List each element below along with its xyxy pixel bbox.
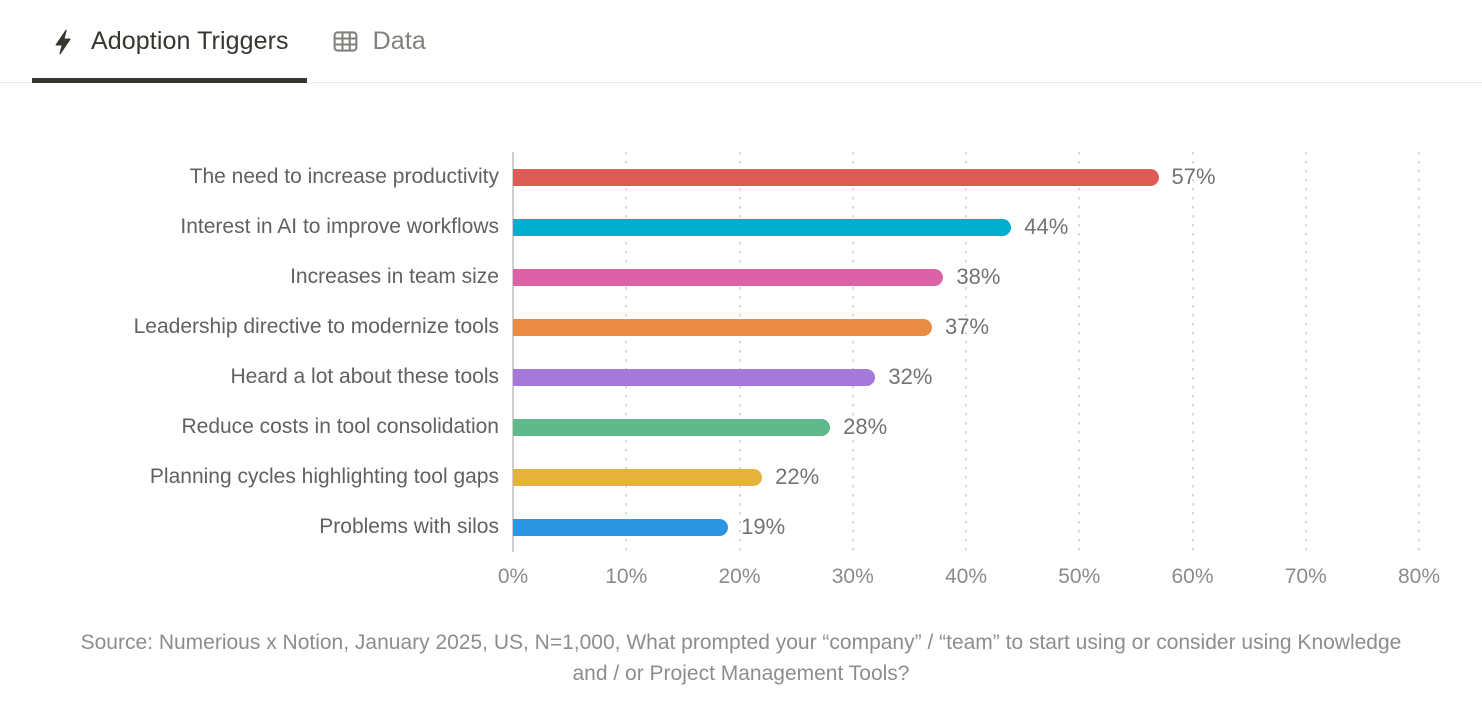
tab-data[interactable]: Data [313,0,444,83]
gridline [1078,152,1081,552]
bar-row: 32% [513,352,1419,402]
bar-row: 57% [513,152,1419,202]
value-label: 37% [945,314,990,339]
x-tick-label: 10% [605,565,648,588]
plot-area: 57% 44% 38% 37% 32% 28% 22% 19% [512,152,1420,552]
x-tick-label: 20% [718,565,761,588]
value-label: 32% [888,364,933,389]
x-axis: 0% 10% 20% 30% 40% 50% 60% 70% 80% [498,565,1440,591]
bar [513,418,831,436]
bar-row: 19% [513,502,1419,552]
value-label: 19% [741,514,786,539]
category-label: Heard a lot about these tools [230,365,499,388]
category-axis: The need to increase productivity Interes… [0,152,499,552]
bar [513,218,1012,236]
gridline [1191,152,1194,552]
bar [513,268,944,286]
category-label: Leadership directive to modernize tools [133,315,499,338]
gridline [1304,152,1307,552]
category-label: Reduce costs in tool consolidation [181,415,499,438]
source-note: Source: Numerious x Notion, January 2025… [80,631,1402,685]
bar [513,168,1159,186]
x-tick-label: 50% [1058,565,1101,588]
x-tick-label: 60% [1171,565,1214,588]
tab-label-adoption-triggers: Adoption Triggers [91,27,289,55]
y-axis-line [512,152,514,552]
bar [513,318,933,336]
x-tick-label: 80% [1397,565,1441,588]
x-tick-label: 30% [831,565,874,588]
x-tick-label: 0% [497,565,529,588]
bar [513,368,876,386]
value-label: 57% [1171,164,1216,189]
bar [513,468,763,486]
bar [513,518,729,536]
value-label: 38% [956,264,1001,289]
lightning-bolt-icon [50,28,78,56]
value-label: 44% [1024,214,1069,239]
tab-adoption-triggers[interactable]: Adoption Triggers [32,0,307,83]
value-label: 28% [843,414,888,439]
category-label: Increases in team size [290,265,499,288]
gridline [851,152,854,552]
category-label: Interest in AI to improve workflows [180,215,499,238]
gridline [965,152,967,552]
category-label: Planning cycles highlighting tool gaps [149,465,499,488]
bar-row: 28% [513,402,1419,452]
data-table-icon [331,27,360,56]
bar-row: 22% [513,452,1419,502]
bar-row: 44% [513,202,1419,252]
value-label: 22% [775,464,820,489]
tab-bar: Adoption Triggers Data [0,0,1482,83]
tab-label-data: Data [372,27,426,55]
gridline [738,152,741,552]
gridline [625,152,628,552]
category-label: The need to increase productivity [189,165,499,188]
gridline [1418,152,1420,552]
bar-row: 37% [513,302,1419,352]
x-tick-label: 40% [944,565,988,588]
category-label: Problems with silos [319,515,499,538]
bar-row: 38% [513,252,1419,302]
x-tick-label: 70% [1284,565,1327,588]
